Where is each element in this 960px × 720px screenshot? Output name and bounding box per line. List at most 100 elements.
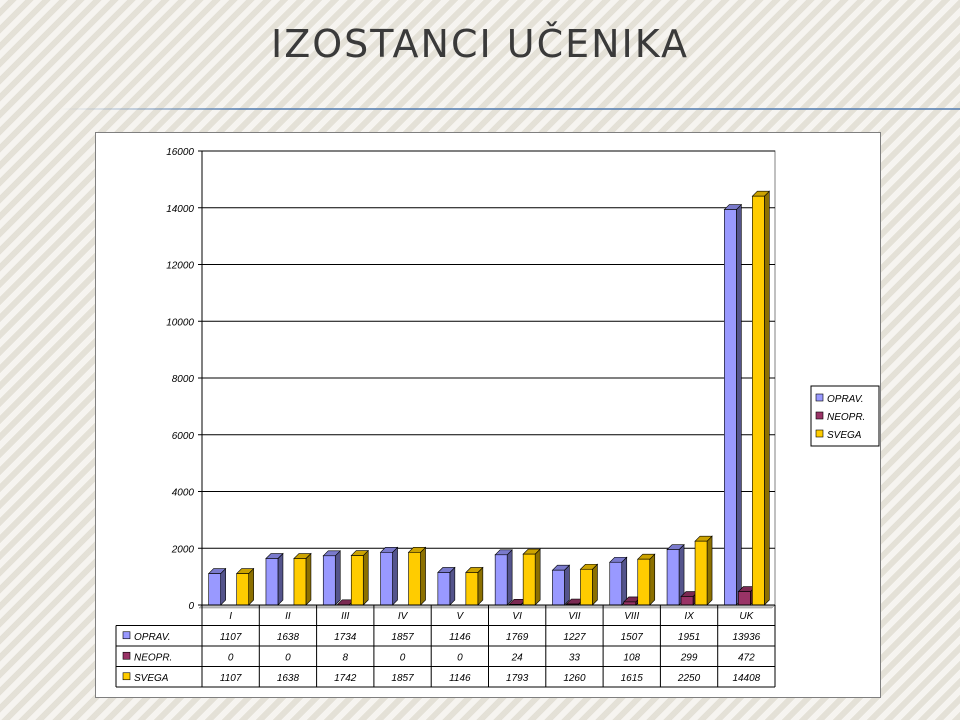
bar-II-2 [293,558,307,606]
x-tick-label: I [229,611,232,622]
table-cell: 1638 [277,673,300,684]
table-cell: 1769 [506,632,529,643]
y-tick-label: 8000 [172,374,195,385]
legend-label: NEOPR. [827,412,865,423]
x-tick-label: II [285,611,291,622]
bar-V-0 [437,572,451,606]
table-cell: 1227 [563,632,586,643]
table-cell: 33 [569,652,581,663]
bar-IV-0 [380,552,393,606]
table-legend-key [122,631,131,640]
bar-side-VIII-2 [649,553,656,606]
y-tick-label: 14000 [166,204,194,215]
bar-side-I-2 [248,567,254,606]
table-cell: 2250 [677,673,701,684]
y-tick-label: 16000 [166,147,194,158]
bar-III-0 [322,555,336,606]
bar-side-III-0 [334,550,341,606]
bar-V-2 [465,572,479,606]
bar-VII-0 [552,569,565,606]
table-series-label: SVEGA [134,673,169,684]
bar-VI-2 [522,553,536,606]
table-cell: 1107 [220,673,242,684]
bar-side-I-0 [220,567,226,606]
bar-VII-2 [580,568,593,606]
table-cell: 1260 [563,673,586,684]
table-cell: 1107 [220,632,242,643]
bar-side-V-0 [449,566,456,606]
bar-IV-2 [408,552,421,606]
bar-side-VII-2 [592,563,598,606]
table-cell: 0 [228,652,234,663]
table-cell: 1793 [506,673,529,684]
table-cell: 1857 [391,632,414,643]
table-cell: 299 [680,652,698,663]
table-cell: 0 [285,652,291,663]
table-cell: 1146 [449,673,471,684]
bar-side-II-2 [305,552,312,606]
bar-UK-2 [752,195,765,606]
table-legend-key [122,651,131,660]
y-tick-label: 2000 [171,544,195,555]
bar-I-2 [236,573,249,606]
table-cell: 1615 [621,673,644,684]
bar-IX-1 [680,596,694,606]
bar-VI-0 [494,554,508,606]
x-tick-label: VI [512,611,522,622]
table-cell: 8 [342,652,348,663]
table-cell: 13936 [732,632,760,643]
y-tick-label: 12000 [166,261,194,272]
x-tick-label: IX [684,611,694,622]
bar-I-0 [208,573,221,606]
title-divider [60,108,960,110]
bar-VIII-0 [609,561,623,606]
table-cell: 472 [738,652,755,663]
table-cell: 1734 [334,632,357,643]
table-series-label: NEOPR. [134,652,172,663]
table-cell: 14408 [732,673,760,684]
bar-side-VI-0 [506,549,513,606]
legend-swatch [815,393,824,402]
bar-side-VIII-0 [621,556,628,606]
table-cell: 0 [457,652,463,663]
x-tick-label: IV [398,611,409,622]
x-tick-label: V [457,611,465,622]
table-cell: 1146 [449,632,471,643]
table-cell: 1507 [621,632,644,643]
chart-frame: 0 2000 4000 6000 8000 10000 12000 14000 16000 I II… [95,132,881,698]
table-cell: 1857 [391,673,414,684]
bar-VIII-2 [637,558,651,606]
table-cell: 0 [400,652,406,663]
bar-side-III-2 [362,549,369,606]
table-legend-key [122,672,131,681]
bar-II-0 [265,558,279,606]
bar-side-IV-2 [420,546,426,606]
legend-label: SVEGA [827,430,862,441]
table-series-label: OPRAV. [134,632,171,643]
table-cell: 24 [511,652,524,663]
bar-side-V-2 [477,566,484,606]
x-tick-label: UK [739,611,754,622]
y-tick-label: 4000 [172,488,195,499]
bar-side-UK-2 [764,190,770,606]
x-tick-label: VIII [624,611,639,622]
bar-UK-1 [738,591,751,606]
x-tick-label: VII [568,611,580,622]
y-tick-label: 10000 [166,317,194,328]
bar-IX-0 [666,549,680,606]
bar-III-2 [350,555,364,606]
bar-side-VI-2 [534,548,541,606]
table-cell: 1742 [334,673,357,684]
table-cell: 1951 [678,632,700,643]
table-cell: 1638 [277,632,300,643]
bar-side-IX-2 [706,535,713,606]
y-tick-label: 0 [188,601,194,612]
bar-side-IV-0 [392,546,398,606]
legend-swatch [815,411,824,420]
y-tick-label: 6000 [172,431,195,442]
bar-UK-0 [724,209,737,606]
table-cell: 108 [623,652,640,663]
bar-side-UK-0 [736,203,742,606]
bar-side-II-0 [277,552,284,606]
